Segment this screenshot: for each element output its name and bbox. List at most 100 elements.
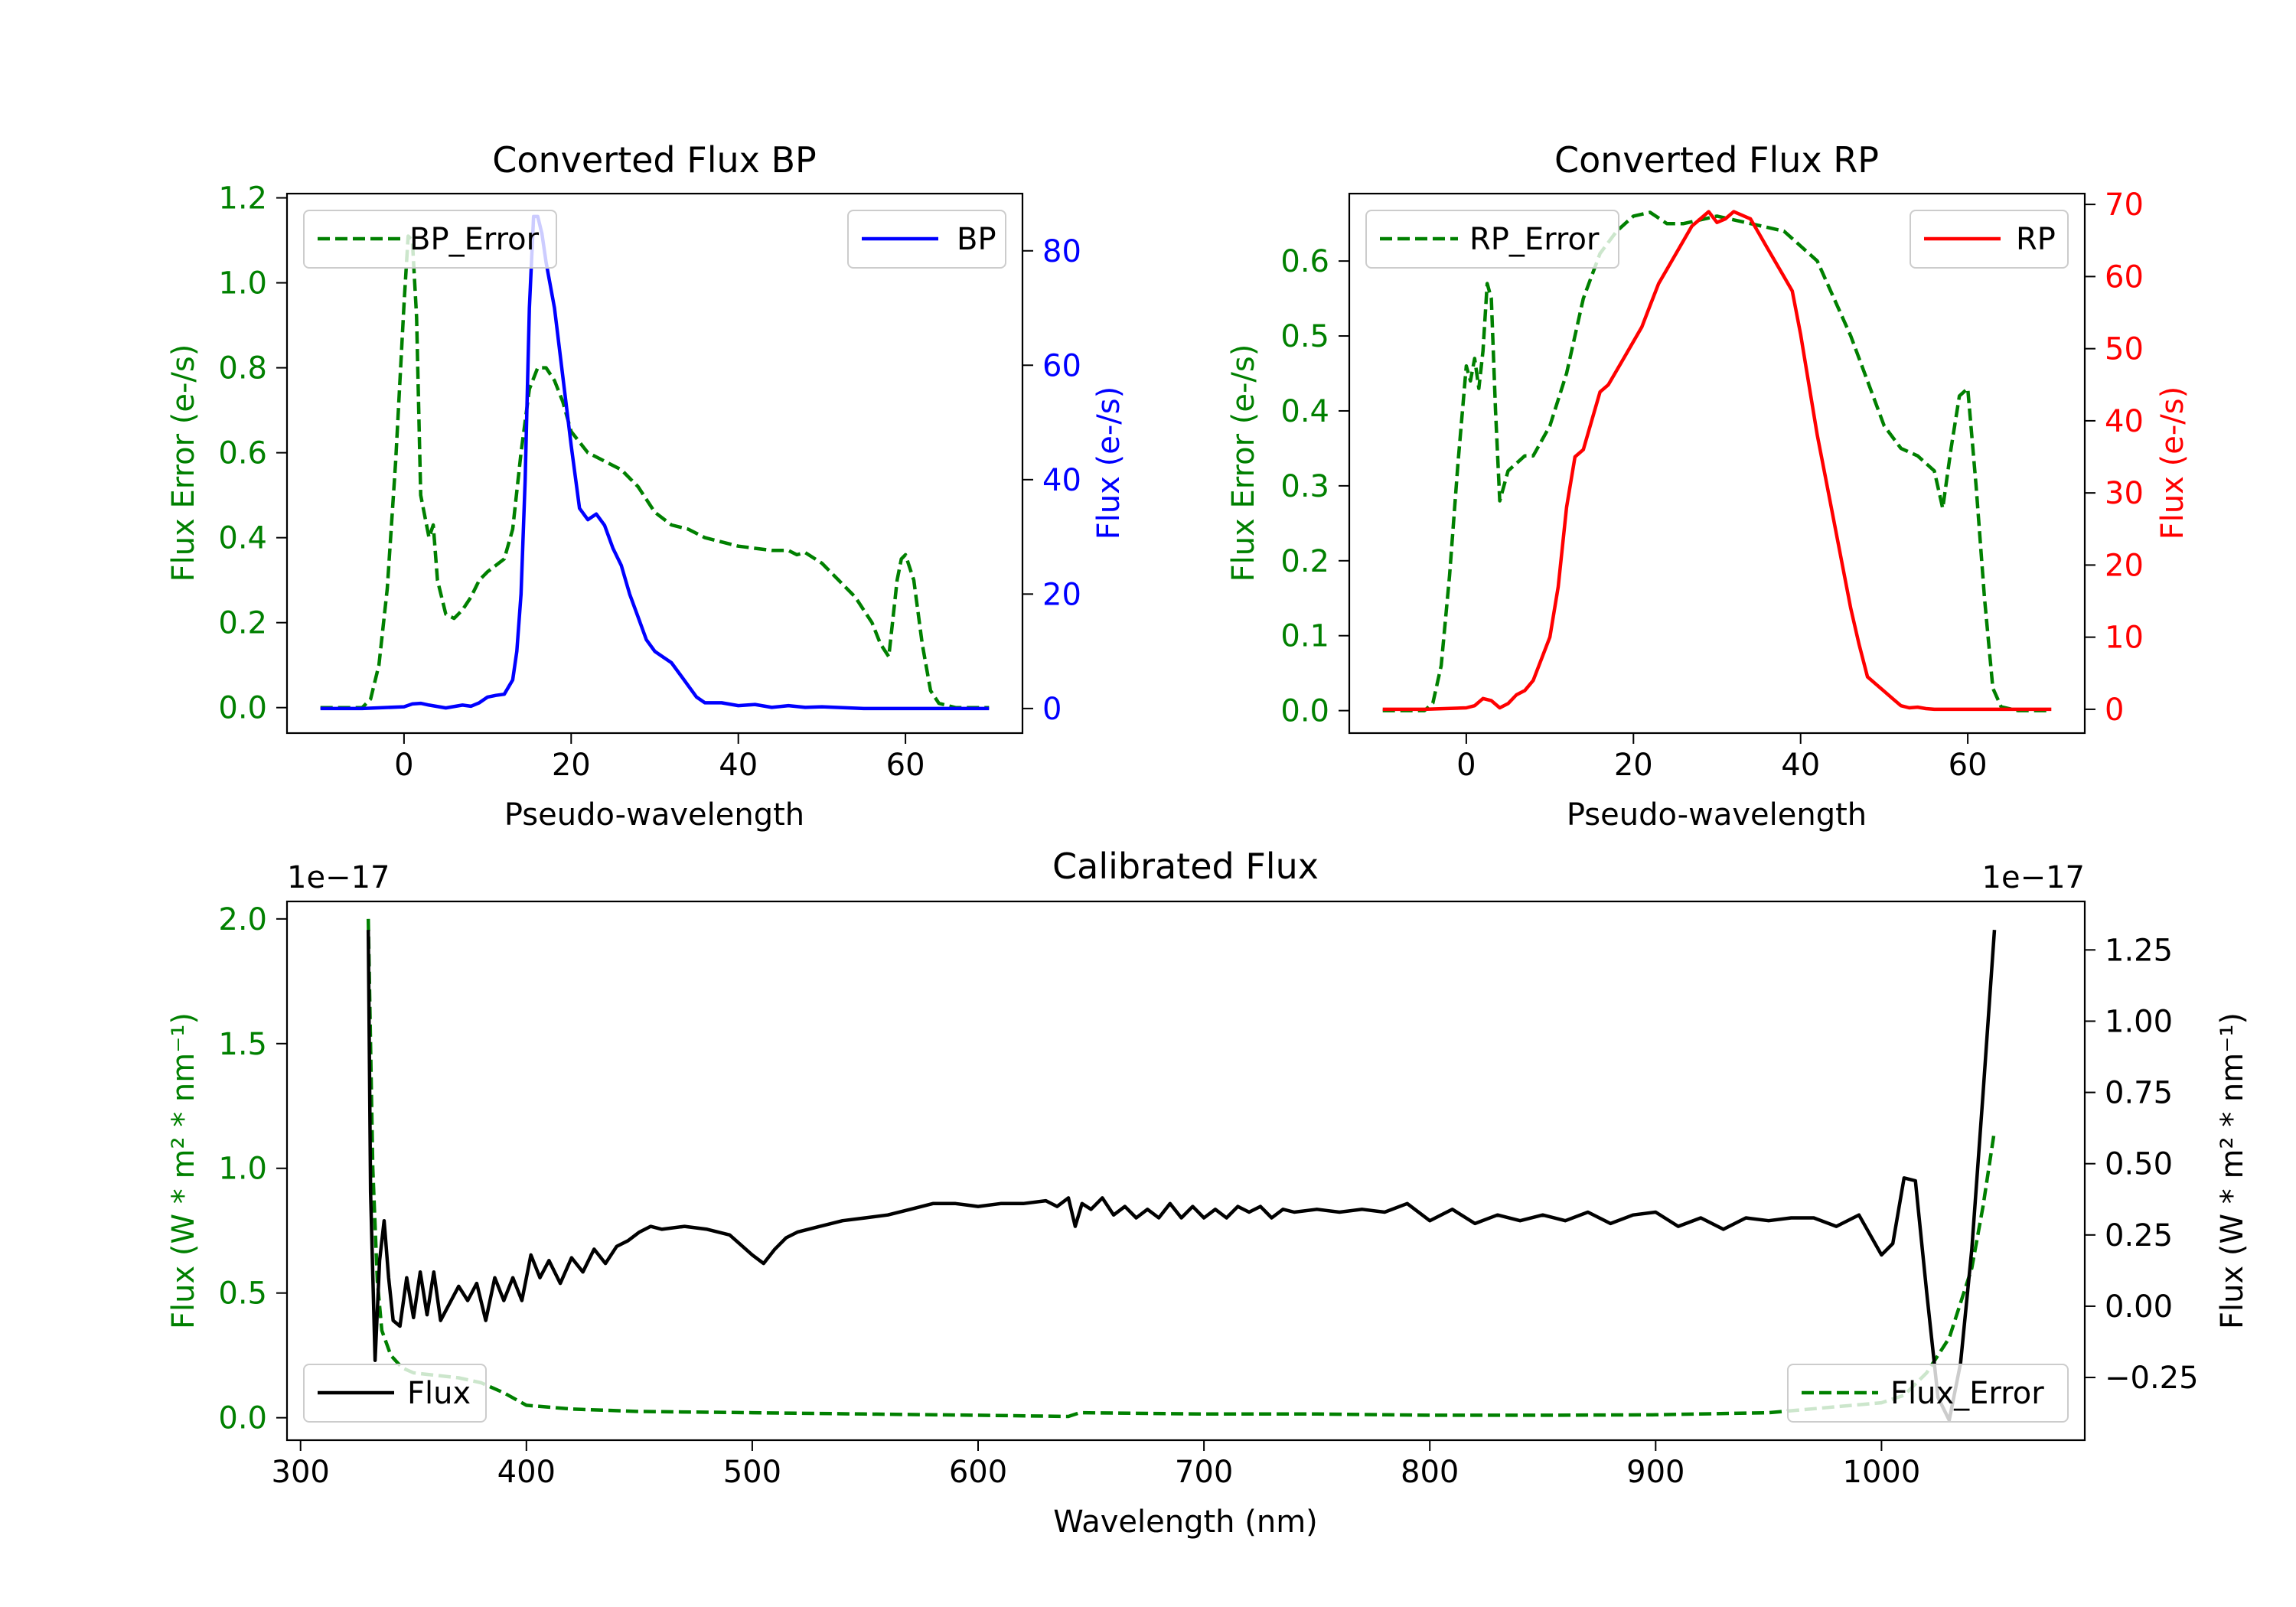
rp-xtick-label: 60: [1949, 748, 1988, 783]
cal-ytick-right-label: 0.50: [2105, 1147, 2173, 1182]
cal-ytick-right-label: 1.00: [2105, 1004, 2173, 1039]
rp-ytick-right-label: 60: [2105, 259, 2144, 295]
rp-ytick-right-label: 40: [2105, 404, 2144, 439]
bp-xtick-label: 20: [552, 748, 591, 783]
rp-ytick-right-label: 10: [2105, 621, 2144, 656]
rp-ytick-right-label: 30: [2105, 476, 2144, 511]
bp-ylabel-left: Flux Error (e-/s): [166, 344, 201, 582]
cal-legend-right-label: Flux_Error: [1890, 1376, 2044, 1411]
bp-ylabel-right: Flux (e-/s): [1091, 386, 1127, 539]
rp-ytick-left-label: 0.1: [1280, 619, 1329, 654]
bp-legend-left-label: BP_Error: [409, 222, 540, 257]
rp-xlabel: Pseudo-wavelength: [1567, 797, 1867, 833]
rp-ylabel-left: Flux Error (e-/s): [1226, 344, 1261, 582]
bp-ytick-right-label: 80: [1042, 234, 1081, 269]
bp-xtick-label: 0: [394, 748, 413, 783]
rp-xtick-label: 20: [1614, 748, 1653, 783]
bp-legend-right-label: BP: [957, 222, 996, 257]
rp-ytick-left-label: 0.0: [1280, 694, 1329, 729]
cal-series-flux-line: [366, 930, 1997, 1423]
rp-ytick-right-label: 0: [2105, 693, 2124, 728]
cal-legend-right-box: [1787, 1364, 2069, 1423]
bp-series-bp-error-line: [320, 234, 990, 709]
rp-legend-left: RP_Error: [1365, 210, 1619, 269]
rp-ytick-right-label: 20: [2105, 548, 2144, 583]
bp-legend-left-box: [303, 210, 557, 269]
rp-ytick-right-label: 50: [2105, 332, 2144, 367]
bp-legend-right: BP: [847, 210, 1006, 269]
panel-bp: Converted Flux BP Pseudo-wavelength Flux…: [166, 139, 1127, 833]
cal-xtick-label: 900: [1626, 1455, 1684, 1490]
rp-ytick-left-label: 0.3: [1280, 469, 1329, 504]
cal-xtick-label: 800: [1401, 1455, 1459, 1490]
bp-ytick-left-label: 0.6: [218, 436, 267, 471]
rp-ytick-left-label: 0.5: [1280, 319, 1329, 354]
bp-xtick-label: 60: [886, 748, 925, 783]
cal-legend-right: Flux_Error: [1787, 1364, 2069, 1423]
bp-ytick-left-label: 1.2: [218, 181, 267, 217]
panel-calibrated: Calibrated Flux Wavelength (nm) Flux (W …: [166, 846, 2250, 1540]
bp-ytick-right-label: 60: [1042, 348, 1081, 383]
rp-xtick-label: 40: [1781, 748, 1820, 783]
cal-ylabel-left: Flux (W * m² * nm⁻¹): [166, 1012, 201, 1329]
cal-ytick-left-label: 1.0: [218, 1152, 267, 1187]
rp-xtick-label: 0: [1456, 748, 1476, 783]
cal-offset-left: 1e−17: [287, 860, 390, 895]
cal-xtick-label: 1000: [1843, 1455, 1921, 1490]
cal-legend-left-box: [303, 1364, 487, 1423]
rp-legend-right-label: RP: [2016, 222, 2056, 257]
rp-title: Converted Flux RP: [1554, 139, 1879, 181]
bp-ytick-right-label: 40: [1042, 463, 1081, 498]
cal-plot-frame: [285, 900, 2086, 1442]
bp-ytick-left-label: 1.0: [218, 266, 267, 302]
cal-ytick-left-label: 0.5: [218, 1276, 267, 1312]
rp-legend-right: RP: [1910, 210, 2069, 269]
cal-ytick-right-label: −0.25: [2105, 1361, 2199, 1396]
bp-xlabel: Pseudo-wavelength: [504, 797, 804, 833]
cal-ytick-right-label: 0.25: [2105, 1218, 2173, 1253]
bp-ytick-left-label: 0.8: [218, 351, 267, 386]
cal-ytick-left-label: 2.0: [218, 902, 267, 937]
cal-ylabel-right: Flux (W * m² * nm⁻¹): [2215, 1012, 2250, 1329]
bp-ytick-left-label: 0.2: [218, 606, 267, 641]
cal-xlabel: Wavelength (nm): [1053, 1504, 1318, 1540]
rp-ylabel-right: Flux (e-/s): [2155, 386, 2190, 539]
bp-ytick-left-label: 0.0: [218, 691, 267, 726]
cal-xtick-label: 300: [272, 1455, 330, 1490]
rp-ytick-left-label: 0.2: [1280, 544, 1329, 579]
bp-title: Converted Flux BP: [492, 139, 817, 181]
rp-plot-frame: [1348, 192, 2086, 735]
bp-ytick-right-label: 0: [1042, 692, 1062, 727]
panel-rp: Converted Flux RP Pseudo-wavelength Flux…: [1226, 139, 2190, 833]
bp-ytick-left-label: 0.4: [218, 521, 267, 556]
cal-ytick-right-label: 1.25: [2105, 933, 2173, 968]
bp-ytick-right-label: 20: [1042, 577, 1081, 612]
cal-tick-layer: 300 400 500 600 700 800 900 1000 0.0 0.5 1.0 1.5 2.0…: [218, 902, 2198, 1490]
bp-tick-layer: 0 20 40 60 0.0 0.2 0.4 0.6 0.8 1.0 1.2 0 20 40 60 80: [218, 181, 1081, 783]
cal-legend-left: Flux: [303, 1364, 487, 1423]
rp-ytick-left-label: 0.4: [1280, 394, 1329, 429]
cal-xtick-label: 500: [723, 1455, 781, 1490]
bp-xtick-label: 40: [719, 748, 758, 783]
rp-tick-layer: 0 20 40 60 0.0 0.1 0.2 0.3 0.4 0.5 0.6 0 10 20 30 40 50 6…: [1280, 187, 2144, 783]
cal-ytick-right-label: 0.00: [2105, 1289, 2173, 1325]
bp-plot-frame: [285, 192, 1024, 735]
cal-ytick-right-label: 0.75: [2105, 1076, 2173, 1111]
bp-legend-left: BP_Error: [303, 210, 557, 269]
rp-series-rp-line: [1382, 210, 2052, 712]
bp-series-bp-line: [320, 214, 990, 711]
cal-legend-left-label: Flux: [407, 1376, 471, 1411]
cal-title: Calibrated Flux: [1052, 846, 1319, 887]
cal-offset-right: 1e−17: [1982, 860, 2085, 895]
rp-series-layer: [1382, 210, 2052, 712]
rp-series-rp-error-line: [1382, 210, 2052, 712]
cal-xtick-label: 600: [949, 1455, 1007, 1490]
cal-ytick-left-label: 1.5: [218, 1027, 267, 1062]
rp-ytick-left-label: 0.6: [1280, 244, 1329, 279]
bp-series-layer: [320, 214, 990, 711]
rp-legend-left-box: [1365, 210, 1619, 269]
rp-ytick-right-label: 70: [2105, 187, 2144, 223]
cal-xtick-label: 700: [1175, 1455, 1233, 1490]
cal-ytick-left-label: 0.0: [218, 1401, 267, 1436]
